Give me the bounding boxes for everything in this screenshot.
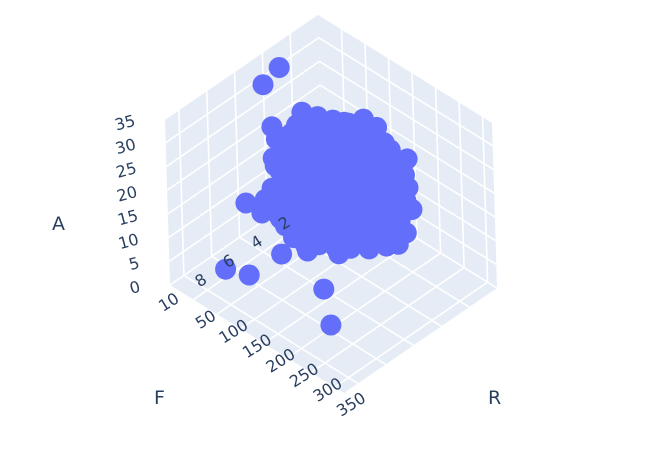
- scatter-point: [328, 243, 350, 265]
- scatter-point: [268, 57, 290, 78]
- gridline-z-right: [319, 84, 495, 194]
- scatter-point: [313, 278, 335, 300]
- scatter-point: [363, 180, 385, 202]
- gridline-x-floor: [263, 237, 418, 345]
- axis-title-y: F: [154, 387, 165, 409]
- tick-label-y: 10: [155, 289, 182, 316]
- scatter-point: [295, 236, 317, 258]
- tick-label-z: 5: [127, 253, 142, 274]
- tick-label-z: 15: [116, 206, 141, 230]
- gridline-x-floor: [334, 281, 489, 388]
- scatter-point: [215, 258, 237, 280]
- scatter-point: [397, 199, 419, 221]
- scatter-point: [320, 168, 342, 190]
- chart-marks: [215, 57, 423, 336]
- tick-label-z: 30: [113, 135, 138, 159]
- scatter-point: [320, 314, 342, 336]
- tick-label-z: 25: [114, 158, 139, 182]
- scatter-point: [350, 121, 372, 143]
- tick-label-z: 35: [113, 111, 138, 135]
- scatter-point: [308, 208, 329, 230]
- gridline-z-right: [318, 37, 494, 147]
- tick-label-z: 10: [116, 229, 141, 253]
- scatter-point: [238, 264, 260, 286]
- scatter-point: [325, 206, 347, 228]
- scatter-point: [307, 140, 328, 162]
- scatter-point: [252, 74, 274, 96]
- gridline-x-floor: [287, 252, 442, 359]
- scatter-point: [286, 209, 308, 231]
- gridline-y-floor: [183, 274, 359, 385]
- gridline-z-right: [319, 60, 494, 171]
- back-left-pane: [165, 14, 323, 285]
- scatter-point: [395, 222, 417, 244]
- scatter-point: [277, 168, 298, 190]
- gridline-z-left: [166, 84, 321, 191]
- gridline-x-wall: [458, 101, 465, 268]
- axis-title-z: A: [52, 213, 65, 235]
- tick-label-z: 0: [127, 277, 142, 298]
- scatter-point: [351, 154, 373, 176]
- scatter-point: [337, 181, 359, 203]
- gridline-x-wall: [434, 86, 442, 253]
- scatter-point: [235, 192, 257, 214]
- gridline-z-right: [317, 13, 493, 123]
- scatter-point: [358, 238, 380, 260]
- scatter-point: [271, 243, 293, 265]
- gridline-y-wall: [178, 109, 185, 276]
- gridline-x-floor: [310, 266, 465, 374]
- gridline-z-left: [164, 13, 319, 120]
- scatter-point: [344, 202, 366, 224]
- scatter-point: [373, 132, 395, 154]
- scatter-point: [376, 235, 398, 257]
- scatter-point: [322, 109, 344, 131]
- tick-label-z: 20: [115, 182, 140, 206]
- scatter-point: [264, 155, 286, 177]
- gridline-x-wall: [481, 116, 489, 283]
- gridline-z-left: [165, 37, 320, 144]
- gridline-z-left: [165, 60, 320, 168]
- scatter-point: [272, 138, 293, 160]
- axis-title-x: R: [488, 387, 501, 409]
- gridline-y-wall: [205, 90, 213, 257]
- scatter-point: [291, 101, 313, 123]
- scatter-point: [396, 148, 418, 170]
